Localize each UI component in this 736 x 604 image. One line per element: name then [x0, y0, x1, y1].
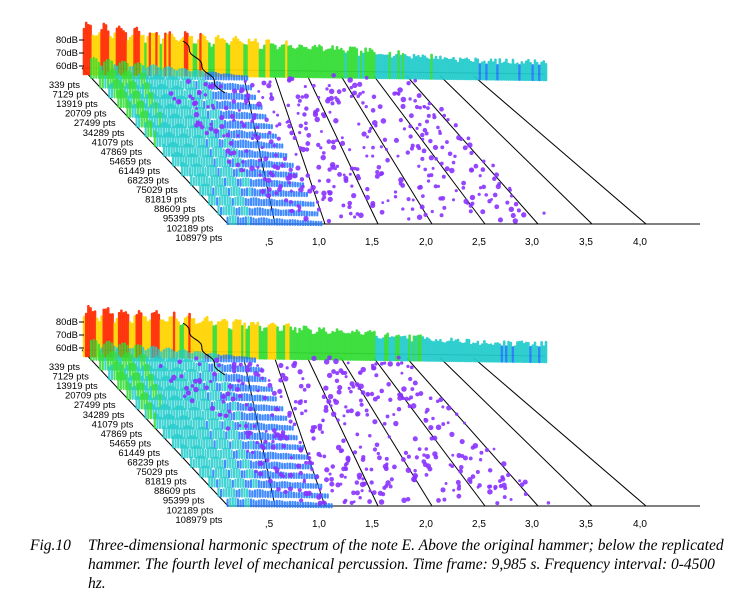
frequency-gridline	[439, 357, 593, 507]
time-slice-label: 61449 pts	[118, 448, 160, 459]
frequency-gridline	[406, 75, 539, 225]
time-slice-label: 68239 pts	[127, 458, 169, 469]
time-slice-label: 7129 pts	[52, 90, 89, 101]
db-label: 60dB	[56, 61, 78, 72]
time-slice-label: 54659 pts	[109, 156, 151, 167]
noise-floor-points	[158, 355, 551, 506]
frequency-gridline	[473, 357, 647, 507]
trace-line	[182, 40, 226, 94]
time-slice-label: 88609 pts	[154, 486, 196, 497]
time-slice-label: 13919 pts	[56, 99, 98, 110]
frequency-gridline	[373, 357, 486, 507]
db-label: 70dB	[56, 330, 78, 341]
time-slice-label: 88609 pts	[154, 204, 196, 215]
db-label: 70dB	[56, 48, 78, 59]
frequency-tick-label: 2,0	[419, 519, 433, 530]
time-slice-label: 108979 pts	[175, 515, 222, 526]
time-slice-label: 27499 pts	[74, 400, 116, 411]
time-slice-label: 102189 pts	[166, 223, 213, 234]
frequency-gridline	[274, 75, 326, 225]
time-slice-label: 75029 pts	[136, 467, 178, 478]
time-slice-label: 41079 pts	[92, 419, 134, 430]
spectrum-plot-original-hammer: 80dB 70dB 60dB 339 pts 7129 pts 13919 pts 2070…	[0, 8, 736, 270]
trace-line	[182, 322, 226, 376]
frequency-tick-label: 3,0	[525, 519, 539, 530]
time-slice-label: 61449 pts	[118, 166, 160, 177]
time-slice-label: 27499 pts	[74, 118, 116, 129]
time-slice-label: 34289 pts	[83, 410, 125, 421]
time-slice-label: 54659 pts	[109, 438, 151, 449]
frequency-tick-label: 1,5	[365, 237, 379, 248]
time-slice-label: 339 pts	[49, 80, 80, 91]
frequency-tick-label: ,5	[265, 519, 274, 530]
frequency-gridline	[406, 357, 539, 507]
time-slice-label: 68239 pts	[127, 176, 169, 187]
spectral-ridges	[82, 21, 548, 227]
time-slice-label: 20709 pts	[65, 391, 107, 402]
time-slice-label: 81819 pts	[145, 477, 187, 488]
frequency-gridline	[473, 75, 647, 225]
db-label: 80dB	[56, 317, 78, 328]
frequency-tick-label: 1,5	[365, 519, 379, 530]
time-slice-label: 41079 pts	[92, 137, 134, 148]
frequency-tick-label: 2,0	[419, 237, 433, 248]
frequency-tick-label: 3,5	[579, 237, 593, 248]
time-slice-label: 7129 pts	[52, 372, 89, 383]
frequency-tick-label: 3,5	[579, 519, 593, 530]
time-slice-label: 75029 pts	[136, 185, 178, 196]
time-slice-label: 108979 pts	[175, 233, 222, 244]
time-slice-label: 95399 pts	[163, 496, 205, 507]
noise-floor-points	[168, 73, 546, 224]
time-slice-label: 339 pts	[49, 362, 80, 373]
frequency-tick-label: 1,0	[312, 519, 326, 530]
frequency-gridline	[274, 357, 326, 507]
caption-text: Three-dimensional harmonic spectrum of t…	[88, 537, 724, 592]
frequency-tick-label: 4,0	[633, 519, 647, 530]
time-slice-label: 95399 pts	[163, 214, 205, 225]
spectrum-plot-replicated-hammer: 80dB 70dB 60dB 339 pts 7129 pts 13919 pts 2070…	[0, 290, 736, 552]
frequency-tick-label: 2,5	[472, 237, 486, 248]
time-slice-label: 47869 pts	[101, 429, 143, 440]
db-label: 80dB	[56, 35, 78, 46]
frequency-tick-label: 3,0	[525, 237, 539, 248]
frequency-tick-label: 2,5	[472, 519, 486, 530]
time-slice-label: 102189 pts	[166, 505, 213, 516]
figure-label: Fig.10	[30, 537, 71, 554]
frequency-tick-label: 1,0	[312, 237, 326, 248]
time-slice-label: 20709 pts	[65, 109, 107, 120]
frequency-tick-label: ,5	[265, 237, 274, 248]
db-label: 60dB	[56, 343, 78, 354]
time-slice-label: 47869 pts	[101, 147, 143, 158]
frequency-gridline	[439, 75, 593, 225]
time-slice-label: 34289 pts	[83, 128, 125, 139]
frequency-tick-label: 4,0	[633, 237, 647, 248]
frequency-gridline	[307, 357, 379, 507]
time-slice-label: 13919 pts	[56, 381, 98, 392]
time-slice-label: 81819 pts	[145, 195, 187, 206]
